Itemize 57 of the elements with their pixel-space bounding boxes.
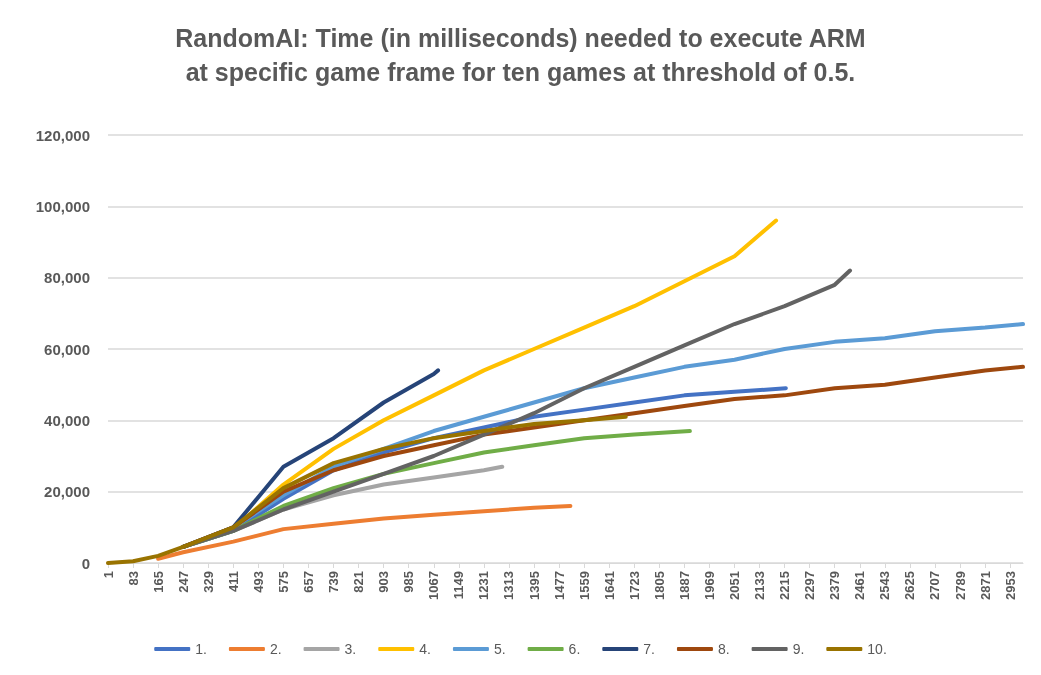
- x-tick-label: 1: [100, 571, 116, 579]
- legend-label: 2.: [269, 641, 282, 657]
- chart-title: RandomAI: Time (in milliseconds) needed to execute ARM at specific game frame for ten games at threshold of 0.5.: [175, 24, 866, 86]
- x-tick-label: 411: [225, 571, 241, 592]
- x-tick-label: 1723: [626, 571, 642, 600]
- x-tick-label: 1887: [676, 571, 692, 600]
- legend-label: 4.: [419, 641, 431, 657]
- line-series: [106, 414, 628, 565]
- x-tick-label: 2133: [752, 571, 768, 600]
- x-tick-label: 1231: [476, 571, 492, 600]
- legend-label: 7.: [643, 641, 655, 657]
- x-tick-label: 1477: [551, 571, 567, 600]
- x-tick-label: 493: [250, 571, 266, 593]
- legend-label: 1.: [195, 641, 207, 657]
- x-tick-label: 1313: [501, 571, 517, 600]
- legend-label: 3.: [344, 641, 357, 657]
- y-tick-label: 80,000: [44, 269, 90, 287]
- legend-label: 8.: [717, 641, 730, 657]
- x-tick-label: 657: [300, 571, 316, 593]
- x-tick-label: 985: [401, 571, 417, 593]
- legend-label: 9.: [792, 641, 805, 657]
- x-tick-label: 821: [351, 571, 367, 593]
- x-tick-label: 1395: [526, 571, 542, 600]
- x-tick-label: 1149: [451, 571, 467, 600]
- x-tick-label: 2707: [927, 571, 943, 600]
- y-tick-label: 20,000: [44, 483, 90, 501]
- x-tick-label: 903: [376, 571, 392, 593]
- line-series: [156, 503, 573, 561]
- x-tick-label: 329: [200, 571, 216, 593]
- x-tick-label: 2871: [977, 571, 993, 600]
- x-tick-label: 739: [326, 571, 342, 593]
- x-tick-label: 247: [175, 571, 191, 593]
- x-tick-label: 2461: [852, 571, 868, 600]
- x-tick-label: 2379: [827, 571, 843, 600]
- y-tick-label: 120,000: [35, 126, 90, 144]
- y-tick-label: 0: [81, 554, 90, 572]
- x-tick-label: 2789: [952, 571, 968, 600]
- y-tick-label: 60,000: [44, 340, 90, 358]
- x-tick-label: 575: [275, 571, 291, 593]
- y-tick-label: 100,000: [35, 197, 90, 215]
- x-tick-label: 2297: [802, 571, 818, 600]
- legend-label: 5.: [493, 641, 506, 657]
- x-tick-label: 1559: [576, 571, 592, 600]
- x-tick-label: 83: [125, 571, 141, 586]
- legend-label: 6.: [568, 641, 581, 657]
- x-tick-label: 2953: [1002, 571, 1018, 600]
- x-tick-label: 2543: [877, 571, 893, 600]
- x-tick-label: 1805: [651, 571, 667, 600]
- x-tick-label: 165: [150, 571, 166, 593]
- y-tick-label: 40,000: [44, 411, 90, 429]
- x-tick-label: 2625: [902, 571, 918, 600]
- x-tick-label: 1067: [426, 571, 442, 600]
- legend-label: 10.: [867, 641, 887, 657]
- x-tick-label: 1969: [701, 571, 717, 600]
- x-tick-label: 2051: [727, 571, 742, 600]
- x-tick-label: 2215: [777, 571, 793, 600]
- x-tick-label: 1641: [601, 571, 617, 600]
